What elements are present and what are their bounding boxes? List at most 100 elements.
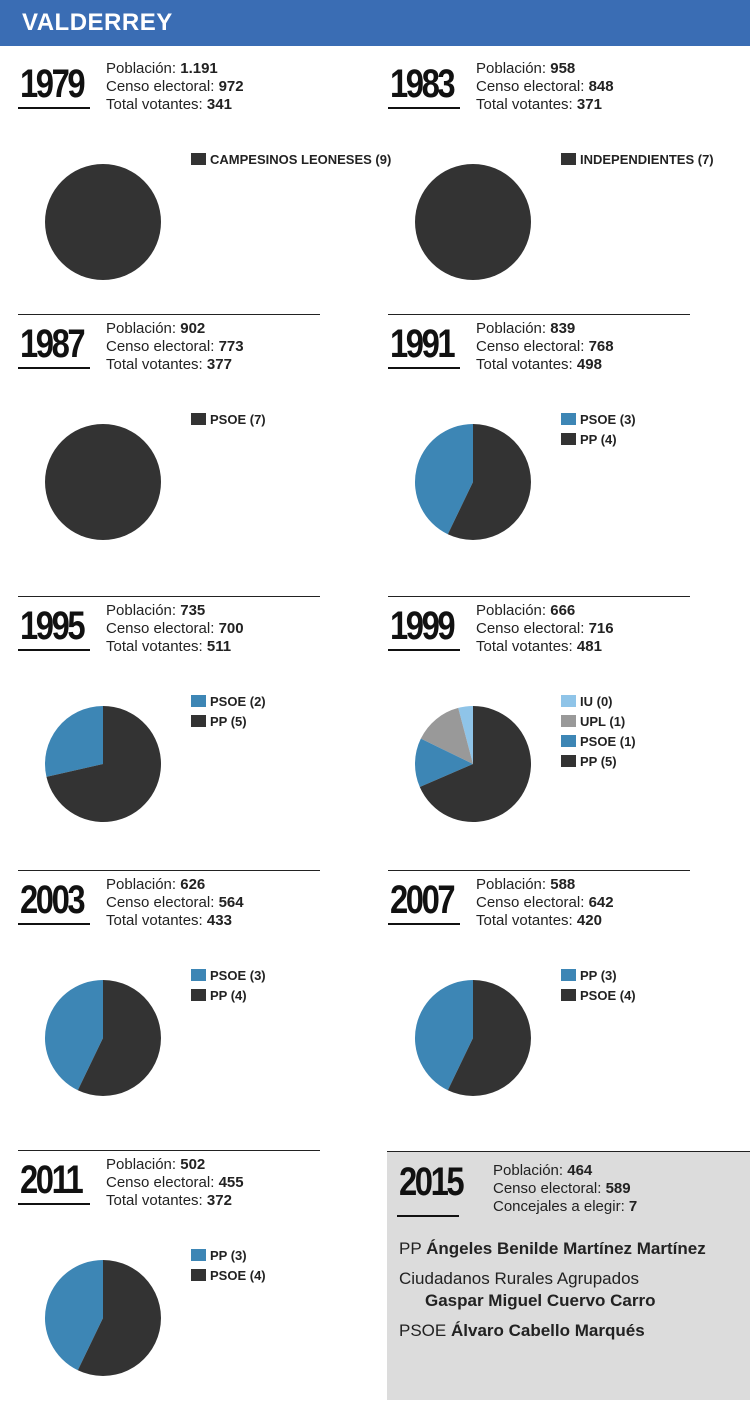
pie-chart xyxy=(44,980,161,1096)
election-block-1983: 1983 Población: 958 Censo electoral: 848 To… xyxy=(388,54,748,314)
candidate-party: Ciudadanos Rurales Agrupados xyxy=(399,1269,640,1288)
poblacion-row: Población: 626 xyxy=(106,876,206,893)
year-label: 1983 xyxy=(390,62,456,106)
stats: Población: 902 Censo electoral: 773 Total … xyxy=(106,320,244,374)
divider xyxy=(18,1150,320,1151)
divider xyxy=(18,870,320,871)
year-underline xyxy=(18,649,90,651)
censo-value: 716 xyxy=(588,620,614,637)
divider xyxy=(18,314,320,315)
pie-slice xyxy=(447,424,531,540)
pie-slice xyxy=(419,706,531,822)
election-block-1991: 1991 Población: 839 Censo electoral: 768 To… xyxy=(388,314,748,574)
votantes-row: Total votantes: 511 xyxy=(106,638,232,655)
legend: PSOE (7) xyxy=(191,412,266,432)
legend-swatch xyxy=(191,153,206,165)
pie-slice xyxy=(414,738,473,788)
legend-swatch xyxy=(191,1249,206,1261)
legend-item: PP (5) xyxy=(561,754,636,774)
legend-label: UPL (1) xyxy=(580,714,626,729)
stats: Población: 464 Censo electoral: 589 Conc… xyxy=(493,1162,637,1216)
censo-value: 589 xyxy=(605,1180,631,1197)
candidate-list: PP Ángeles Benilde Martínez Martínez Ciu… xyxy=(399,1238,706,1350)
votantes-value: 341 xyxy=(206,96,232,113)
divider xyxy=(387,1151,750,1152)
legend-label: PSOE (3) xyxy=(210,968,266,983)
censo-value: 848 xyxy=(588,78,614,95)
stats: Población: 958 Censo electoral: 848 Total … xyxy=(476,60,614,114)
censo-row: Censo electoral: 589 xyxy=(493,1180,631,1197)
legend-item: PSOE (3) xyxy=(561,412,636,432)
votantes-value: 371 xyxy=(576,96,602,113)
legend-label: PP (5) xyxy=(210,714,247,729)
legend-item: PSOE (4) xyxy=(561,988,636,1008)
poblacion-value: 588 xyxy=(550,876,576,893)
legend-swatch xyxy=(561,413,576,425)
stats: Población: 502 Censo electoral: 455 Total … xyxy=(106,1156,244,1210)
pie-chart xyxy=(414,706,531,822)
legend-swatch xyxy=(191,695,206,707)
poblacion-value: 502 xyxy=(180,1156,206,1173)
censo-value: 773 xyxy=(218,338,244,355)
censo-row: Censo electoral: 564 xyxy=(106,894,244,911)
poblacion-value: 839 xyxy=(550,320,576,337)
censo-value: 700 xyxy=(218,620,244,637)
legend: PP (3) PSOE (4) xyxy=(561,968,636,1008)
poblacion-value: 666 xyxy=(550,602,576,619)
election-block-1987: 1987 Población: 902 Censo electoral: 773 To… xyxy=(18,314,378,574)
votantes-row: Total votantes: 372 xyxy=(106,1192,232,1209)
pie-slice xyxy=(420,707,473,764)
year-underline xyxy=(388,923,460,925)
page-title: VALDERREY xyxy=(22,9,173,36)
legend-label: PP (4) xyxy=(580,432,617,447)
election-2015-box: 2015 Población: 464 Censo electoral: 589… xyxy=(387,1151,750,1400)
header-bar: VALDERREY xyxy=(0,0,750,46)
legend-item: INDEPENDIENTES (7) xyxy=(561,152,714,172)
censo-row: Censo electoral: 716 xyxy=(476,620,614,637)
censo-row: Censo electoral: 773 xyxy=(106,338,244,355)
legend-swatch xyxy=(191,1269,206,1281)
legend-label: PSOE (2) xyxy=(210,694,266,709)
year-label: 1991 xyxy=(390,322,456,366)
candidate-party: PP xyxy=(399,1239,422,1258)
votantes-value: 481 xyxy=(576,638,602,655)
censo-value: 768 xyxy=(588,338,614,355)
poblacion-row: Población: 958 xyxy=(476,60,576,77)
legend-label: PSOE (3) xyxy=(580,412,636,427)
stats: Población: 1.191 Censo electoral: 972 Tota… xyxy=(106,60,244,114)
election-block-1979: 1979 Población: 1.191 Censo electoral: 972… xyxy=(18,54,391,314)
candidate-party: PSOE xyxy=(399,1321,447,1340)
legend-label: PSOE (4) xyxy=(210,1268,266,1283)
legend-item: PSOE (3) xyxy=(191,968,266,988)
legend-label: PP (3) xyxy=(210,1248,247,1263)
candidate-name: Ángeles Benilde Martínez Martínez xyxy=(426,1239,706,1258)
stats: Población: 626 Censo electoral: 564 Total … xyxy=(106,876,244,930)
votantes-value: 498 xyxy=(576,356,602,373)
legend-item: PP (4) xyxy=(561,432,636,452)
pie-slice xyxy=(45,164,161,280)
poblacion-row: Población: 502 xyxy=(106,1156,206,1173)
legend-swatch xyxy=(561,715,576,727)
votantes-row: Total votantes: 498 xyxy=(476,356,602,373)
election-block-1999: 1999 Población: 666 Censo electoral: 716 To… xyxy=(388,596,748,856)
legend-swatch xyxy=(191,989,206,1001)
legend-label: PP (3) xyxy=(580,968,617,983)
votantes-row: Total votantes: 433 xyxy=(106,912,232,929)
legend: PSOE (3) PP (4) xyxy=(561,412,636,452)
election-block-2007: 2007 Población: 588 Censo electoral: 642 To… xyxy=(388,870,748,1130)
pie-slice xyxy=(44,706,103,777)
legend-item: PSOE (4) xyxy=(191,1268,266,1288)
pie-slice xyxy=(414,424,473,535)
year-underline xyxy=(397,1215,459,1217)
censo-row: Censo electoral: 972 xyxy=(106,78,244,95)
year-underline xyxy=(18,367,90,369)
legend-swatch xyxy=(191,969,206,981)
stats: Población: 735 Censo electoral: 700 Total … xyxy=(106,602,244,656)
poblacion-value: 735 xyxy=(180,602,206,619)
stats: Población: 588 Censo electoral: 642 Total … xyxy=(476,876,614,930)
legend: PSOE (2) PP (5) xyxy=(191,694,266,734)
year-underline xyxy=(388,107,460,109)
legend-item: IU (0) xyxy=(561,694,636,714)
legend-label: CAMPESINOS LEONESES (9) xyxy=(210,152,392,167)
pie-chart xyxy=(415,164,531,280)
